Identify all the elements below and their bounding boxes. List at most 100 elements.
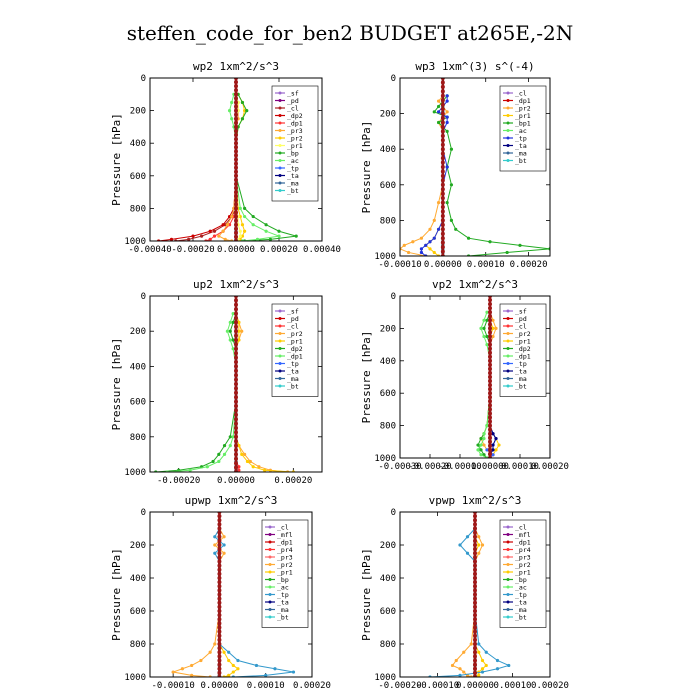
x-tick-label: -0.00010 [416,681,459,691]
plot-frame [149,295,323,473]
data-point-dp1 [208,237,212,241]
y-tick-label: 200 [380,541,396,551]
data-point-dp2 [191,234,195,238]
zero-line-marker [234,382,238,386]
data-point-pr2 [240,329,244,333]
zero-line-marker [440,205,445,210]
legend-marker [506,533,510,536]
legend-label: _ma [287,179,299,187]
legend-marker [278,136,282,140]
data-point-tp [485,448,489,452]
x-tick-label: 0.00040 [303,245,341,255]
zero-line-marker [217,654,222,659]
zero-line-marker [440,116,445,121]
zero-line-marker [488,314,492,319]
data-point-ta [491,432,495,436]
data-point-pr1 [480,667,485,671]
data-point-pr3 [223,237,227,241]
zero-line-marker [234,426,238,430]
data-point-ta [491,443,495,447]
data-point-pr2 [477,535,481,539]
data-point-dp1 [225,329,229,333]
data-point-bp1 [445,129,449,133]
legend-marker [506,347,510,350]
legend-marker [506,332,510,335]
data-point-dp1 [231,312,235,316]
plot-area [157,78,298,241]
zero-line-marker [217,522,222,527]
zero-line-marker [234,198,238,203]
legend-label: _ac [277,583,289,591]
legend-label: _pd [287,97,299,105]
data-point-ac [251,223,255,227]
y-tick-label: 0 [391,74,396,84]
zero-line-marker [217,670,222,675]
data-point-bp [264,223,268,227]
legend-label: _bt [515,382,527,390]
zero-line-marker [217,629,222,634]
legend-marker [278,369,282,373]
data-point-ac [255,237,260,241]
data-point-pr1 [428,247,432,251]
y-axis-label: Pressure [hPa] [110,338,123,431]
y-axis-label: Pressure [hPa] [110,548,123,641]
legend-label: _pd [515,315,527,323]
legend-label: _pr1 [287,142,303,150]
zero-line-marker [488,350,492,355]
zero-line-marker [440,231,445,236]
data-point-tp [484,650,488,654]
zero-line-marker [217,650,222,655]
zero-line-marker [488,338,492,343]
x-tick-label: 0.00000 [200,681,238,691]
y-tick-label: 0 [141,292,146,302]
legend-label: _dp1 [287,352,303,360]
data-point-cl [200,234,204,238]
data-point-pr1 [480,658,485,663]
data-point-dp1 [485,343,489,347]
series-line-pr1 [218,528,239,677]
x-tick-label: -0.00020 [408,462,451,472]
data-point-tp [495,667,500,671]
data-point-bp1 [432,110,436,114]
legend-label: _dp2 [287,345,303,353]
legend-marker [278,144,282,147]
zero-line-marker [440,133,445,138]
zero-line-marker [473,621,477,626]
legend-marker [506,384,510,388]
plot-area [428,512,511,677]
zero-line-marker [473,538,477,543]
legend-marker [278,354,282,358]
data-point-tp [436,227,441,231]
data-point-bp [243,206,247,210]
data-point-dp2 [231,338,235,342]
y-tick-label: 800 [380,216,396,226]
x-tick-label: -0.00040 [128,245,171,255]
x-tick-label: -0.00020 [378,681,421,691]
data-point-pr1 [231,670,235,674]
zero-line-marker [473,559,477,564]
y-tick-label: 800 [380,422,396,432]
data-point-ta [491,448,495,452]
legend-label: _pr2 [287,330,303,338]
data-point-bp1 [518,243,522,247]
zero-line-marker [473,518,477,523]
data-point-pr1 [236,667,240,671]
plot-area [154,296,295,472]
legend-marker [506,540,510,544]
zero-line-marker [217,625,222,630]
y-tick-label: 600 [130,398,146,408]
legend-label: _bp [277,576,289,584]
legend-label: _ta [287,172,299,180]
zero-line-marker [217,642,222,646]
legend-marker [268,578,272,581]
y-axis-label: Pressure [hPa] [360,548,373,641]
legend-marker [506,324,510,328]
legend-label: _pr1 [515,112,531,120]
data-point-ta [494,436,498,441]
series-line-dp2 [155,313,237,472]
x-tick-label: 0.00000 [471,462,509,472]
data-point-pr1 [238,234,242,238]
zero-line-marker [234,84,238,89]
legend-label: _ta [277,598,289,606]
zero-line-marker [488,322,492,327]
